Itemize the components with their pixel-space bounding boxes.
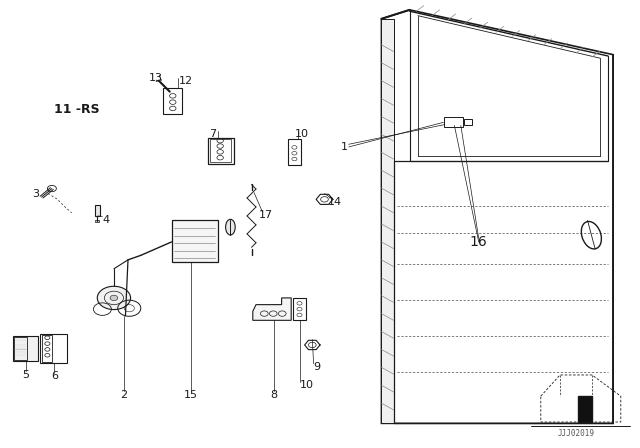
Text: JJJ02019: JJJ02019 bbox=[557, 429, 595, 438]
Text: 15: 15 bbox=[184, 390, 198, 400]
Text: 10: 10 bbox=[295, 129, 309, 139]
Bar bbox=[293, 298, 306, 320]
Text: 11 -RS: 11 -RS bbox=[54, 103, 100, 116]
Text: 17: 17 bbox=[259, 210, 273, 220]
Bar bbox=[288, 139, 301, 165]
Text: 8: 8 bbox=[270, 390, 278, 400]
Text: 16: 16 bbox=[470, 235, 488, 249]
Bar bbox=[95, 220, 99, 222]
Circle shape bbox=[110, 295, 118, 301]
Ellipse shape bbox=[225, 220, 236, 235]
Bar bbox=[40, 334, 67, 363]
Text: 4: 4 bbox=[102, 215, 109, 224]
Bar bbox=[208, 138, 234, 164]
Text: 6: 6 bbox=[51, 371, 58, 381]
Bar bbox=[95, 205, 100, 216]
Text: 7: 7 bbox=[209, 129, 217, 139]
Bar bbox=[13, 336, 38, 361]
Text: 2: 2 bbox=[120, 390, 127, 400]
Polygon shape bbox=[253, 298, 291, 320]
Bar bbox=[444, 117, 463, 127]
Ellipse shape bbox=[581, 221, 602, 249]
Circle shape bbox=[97, 286, 131, 310]
Text: 3: 3 bbox=[32, 189, 38, 198]
Text: 1: 1 bbox=[341, 142, 348, 152]
Text: 14: 14 bbox=[328, 198, 342, 207]
Polygon shape bbox=[578, 396, 592, 422]
Bar bbox=[172, 220, 218, 262]
Text: 10: 10 bbox=[300, 380, 314, 390]
Text: 9: 9 bbox=[313, 362, 321, 372]
Text: 12: 12 bbox=[179, 76, 193, 86]
Bar bbox=[42, 335, 52, 362]
Bar bbox=[210, 139, 231, 162]
Bar bbox=[464, 119, 472, 125]
Bar bbox=[14, 337, 27, 360]
Text: 5: 5 bbox=[22, 370, 29, 380]
Polygon shape bbox=[381, 19, 394, 423]
Bar bbox=[163, 88, 182, 114]
Text: 13: 13 bbox=[148, 73, 163, 83]
